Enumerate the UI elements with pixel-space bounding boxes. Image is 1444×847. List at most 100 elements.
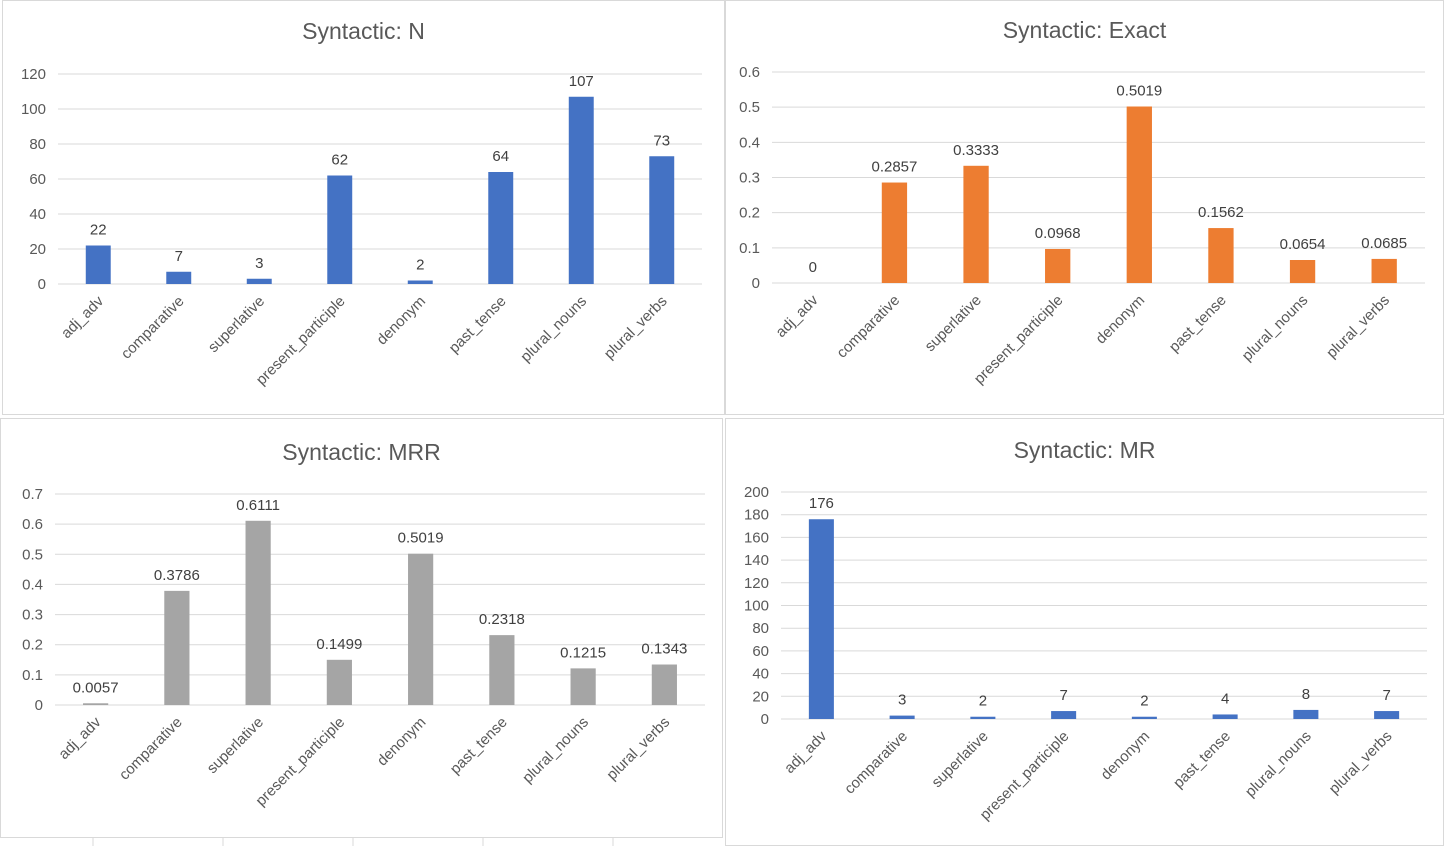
y-tick-label: 160	[744, 529, 769, 546]
bar	[408, 553, 434, 705]
data-label: 0.1499	[316, 636, 362, 653]
bar	[1289, 260, 1316, 283]
data-label: 7	[1059, 687, 1067, 704]
y-tick-label: 40	[29, 206, 46, 223]
y-tick-label: 0.3	[22, 607, 43, 624]
data-label: 0.1343	[641, 641, 687, 658]
chart-panel-mrr[interactable]: Syntactic: MRR 0 0.1 0.2 0.3 0.4 0.5 0.6 0.7 0.0…	[0, 418, 723, 838]
bar	[1371, 258, 1397, 283]
x-tick-label: plural_verbs	[603, 714, 673, 784]
chart-panel-exact[interactable]: Syntactic: Exact 0 0.1 0.2 0.3 0.4 0.5 0.6 0 adj…	[725, 0, 1444, 415]
y-tick-label: 100	[744, 598, 769, 615]
data-label: 0.2857	[871, 159, 917, 176]
data-label: 0.3333	[953, 142, 999, 159]
bar	[1212, 714, 1238, 719]
bar	[164, 590, 190, 705]
bar	[1051, 711, 1077, 719]
bar	[326, 659, 352, 705]
bar	[651, 664, 677, 705]
data-label: 2	[416, 257, 424, 274]
y-tick-label: 60	[29, 171, 46, 188]
y-tick-label: 0.1	[22, 667, 43, 684]
y-tick-label: 0.2	[22, 637, 43, 654]
y-tick-label: 180	[744, 507, 769, 524]
data-label: 4	[1221, 690, 1229, 707]
y-tick-label: 0.3	[739, 170, 760, 187]
chart-plot: 0 0.1 0.2 0.3 0.4 0.5 0.6 0 adj_adv 0.2857 compara…	[739, 64, 1425, 388]
x-tick-label: plural_verbs	[1326, 728, 1396, 798]
x-tick-label: denonym	[1098, 728, 1154, 784]
x-tick-label: adj_adv	[781, 727, 831, 777]
x-tick-label: present_participle	[971, 292, 1067, 388]
x-tick-label: present_participle	[977, 728, 1073, 824]
x-tick-label: comparative	[116, 714, 186, 784]
x-tick-label: past_tense	[446, 293, 510, 357]
bar	[327, 175, 353, 284]
bar	[963, 165, 989, 283]
bar	[489, 635, 515, 705]
bar	[808, 519, 834, 719]
x-tick-label: past_tense	[1166, 292, 1230, 356]
data-label: 0.0654	[1280, 236, 1326, 253]
data-label: 176	[809, 495, 834, 512]
chart-panel-mr[interactable]: Syntactic: MR 0 20 40 60 80 100 120 140 160 180 20…	[725, 418, 1444, 846]
data-label: 2	[979, 693, 987, 710]
y-tick-label: 0	[35, 697, 43, 714]
x-tick-label: denonym	[373, 293, 429, 349]
x-tick-label: adj_adv	[58, 292, 108, 342]
bar	[407, 280, 433, 284]
chart-title: Syntactic: N	[302, 18, 425, 44]
y-tick-label: 0	[752, 275, 760, 292]
x-tick-label: comparative	[841, 728, 911, 798]
y-tick-label: 0.6	[22, 516, 43, 533]
x-tick-label: denonym	[374, 714, 430, 770]
chart-title: Syntactic: MRR	[282, 439, 441, 465]
x-tick-label: comparative	[118, 293, 188, 363]
chart-plot: 0 20 40 60 80 100 120 22 adj_adv 7 comparative 3 sup…	[21, 66, 702, 389]
data-label: 0.3786	[154, 567, 200, 584]
data-label: 64	[492, 148, 509, 165]
bar	[881, 182, 908, 283]
bar	[649, 156, 675, 284]
bar	[1293, 709, 1319, 719]
y-tick-label: 0.6	[739, 64, 760, 81]
x-tick-label: plural_nouns	[1239, 292, 1312, 365]
bar	[1126, 106, 1152, 283]
x-tick-label: plural_nouns	[519, 714, 592, 787]
y-tick-label: 20	[752, 688, 769, 705]
data-label: 7	[175, 248, 183, 265]
chart-plot: 0 20 40 60 80 100 120 140 160 180 200 176 adj_adv 3 co…	[744, 484, 1427, 824]
y-tick-label: 0	[38, 276, 46, 293]
chart-title: Syntactic: MR	[1013, 437, 1156, 463]
y-tick-label: 20	[29, 241, 46, 258]
data-label: 0.0057	[73, 679, 119, 696]
data-label: 7	[1382, 687, 1390, 704]
data-label: 62	[331, 152, 348, 169]
chart-panel-n[interactable]: Syntactic: N 0 20 40 60 80 100 120 22 adj_adv 7 co…	[2, 0, 725, 415]
data-label: 3	[898, 692, 906, 709]
x-tick-label: present_participle	[252, 714, 348, 810]
data-label: 0.0685	[1361, 235, 1407, 252]
y-tick-label: 0.5	[739, 99, 760, 116]
x-tick-label: comparative	[833, 292, 903, 362]
bar	[83, 703, 109, 705]
chart-title: Syntactic: Exact	[1002, 17, 1167, 43]
y-tick-label: 0.5	[22, 546, 43, 563]
data-label: 107	[569, 73, 594, 90]
x-tick-label: past_tense	[447, 714, 511, 778]
bar	[1131, 716, 1157, 719]
data-label: 0.2318	[479, 611, 525, 628]
y-tick-label: 0.4	[22, 576, 43, 593]
data-label: 73	[653, 132, 670, 149]
x-tick-label: superlative	[205, 293, 268, 356]
y-tick-label: 0.4	[739, 134, 760, 151]
y-tick-label: 0.7	[22, 486, 43, 503]
x-tick-label: plural_verbs	[601, 293, 671, 363]
y-tick-label: 120	[21, 66, 46, 83]
x-tick-label: present_participle	[253, 293, 349, 389]
bar	[85, 245, 111, 284]
data-label: 0.5019	[398, 530, 444, 547]
y-tick-label: 100	[21, 101, 46, 118]
x-tick-label: superlative	[204, 714, 267, 777]
data-label: 0.0968	[1035, 225, 1081, 242]
